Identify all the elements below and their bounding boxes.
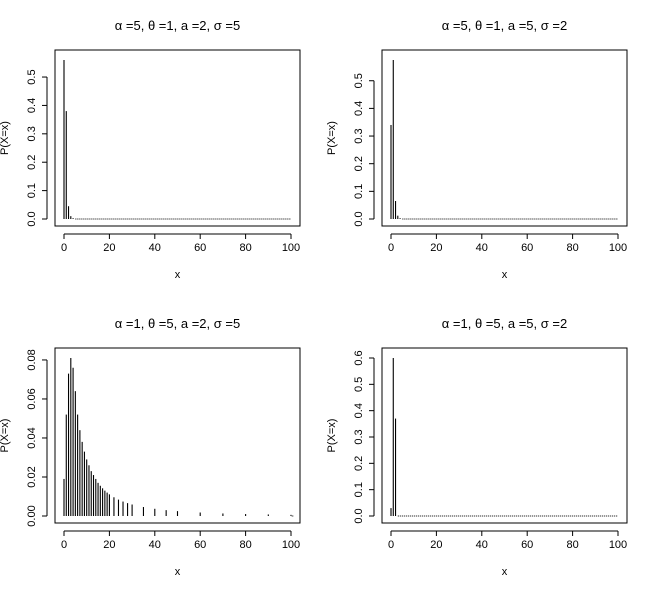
y-tick-label: 0.1 [353, 482, 365, 497]
x-axis-label: x [175, 269, 181, 281]
y-tick-label: 0.3 [353, 128, 365, 143]
x-tick-label: 60 [521, 539, 533, 551]
x-tick-label: 20 [430, 539, 442, 551]
x-tick-label: 60 [194, 539, 206, 551]
x-tick-label: 20 [103, 242, 115, 254]
x-tick-label: 0 [388, 539, 394, 551]
y-tick-label: 0.0 [353, 211, 365, 226]
y-tick-label: 0.3 [353, 429, 365, 444]
y-axis-label: P(X=x) [0, 419, 11, 453]
y-tick-label: 0.02 [26, 466, 38, 487]
x-tick-label: 40 [476, 242, 488, 254]
plot-frame [54, 347, 301, 524]
plot-frame [54, 49, 301, 227]
x-tick-label: 20 [430, 242, 442, 254]
plot-frame [381, 347, 628, 524]
y-tick-label: 0.2 [353, 156, 365, 171]
y-tick-label: 0.0 [353, 508, 365, 523]
x-tick-label: 60 [194, 242, 206, 254]
x-tick-label: 40 [149, 539, 161, 551]
y-tick-label: 0.5 [353, 73, 365, 88]
x-tick-label: 40 [149, 242, 161, 254]
y-tick-label: 0.08 [26, 349, 38, 370]
x-axis-label: x [502, 566, 508, 578]
x-tick-label: 80 [566, 242, 578, 254]
y-tick-label: 0.6 [353, 350, 365, 365]
y-tick-label: 0.4 [353, 101, 365, 116]
y-tick-label: 0.4 [26, 98, 38, 113]
x-tick-label: 80 [239, 539, 251, 551]
y-axis-label: P(X=x) [326, 419, 338, 453]
chart-title: α =1, θ =5, a =5, σ =2 [442, 316, 567, 331]
y-tick-label: 0.2 [26, 155, 38, 170]
chart-panel-4: α =1, θ =5, a =5, σ =2 0 20 40 60 80 100 0.0 0.1… [326, 316, 628, 578]
y-tick-label: 0.4 [353, 403, 365, 418]
x-axis-label: x [502, 269, 508, 281]
x-tick-label: 0 [61, 539, 67, 551]
chart-panel-2: α =5, θ =1, a =5, σ =2 0 20 40 60 80 100 0.0 0.1… [326, 18, 628, 281]
y-tick-label: 0.0 [26, 211, 38, 226]
x-tick-label: 60 [521, 242, 533, 254]
y-tick-label: 0.5 [353, 377, 365, 392]
x-axis-label: x [175, 566, 181, 578]
y-tick-label: 0.1 [353, 184, 365, 199]
chart-title: α =1, θ =5, a =2, σ =5 [115, 316, 240, 331]
x-tick-label: 0 [61, 242, 67, 254]
x-tick-label: 80 [566, 539, 578, 551]
x-tick-label: 0 [388, 242, 394, 254]
y-tick-label: 0.06 [26, 388, 38, 409]
y-axis-label: P(X=x) [0, 121, 11, 155]
y-tick-label: 0.04 [26, 427, 38, 448]
y-tick-label: 0.2 [353, 456, 365, 471]
y-tick-label: 0.5 [26, 69, 38, 84]
x-tick-label: 100 [282, 242, 300, 254]
x-tick-label: 80 [239, 242, 251, 254]
y-tick-label: 0.1 [26, 183, 38, 198]
x-tick-label: 100 [609, 242, 627, 254]
y-axis-label: P(X=x) [326, 121, 338, 155]
y-tick-label: 0.3 [26, 126, 38, 141]
x-tick-label: 40 [476, 539, 488, 551]
x-tick-label: 20 [103, 539, 115, 551]
plot-frame [381, 49, 628, 227]
chart-panel-3: α =1, θ =5, a =2, σ =5 0 20 40 60 80 100 0.00 0.… [0, 316, 301, 578]
chart-panel-1: α =5, θ =1, a =2, σ =5 0 20 40 60 80 100 0.0 0.1… [0, 18, 301, 281]
chart-title: α =5, θ =1, a =5, σ =2 [442, 18, 567, 33]
y-tick-label: 0.00 [26, 505, 38, 526]
chart-title: α =5, θ =1, a =2, σ =5 [115, 18, 240, 33]
x-tick-label: 100 [609, 539, 627, 551]
x-tick-label: 100 [282, 539, 300, 551]
